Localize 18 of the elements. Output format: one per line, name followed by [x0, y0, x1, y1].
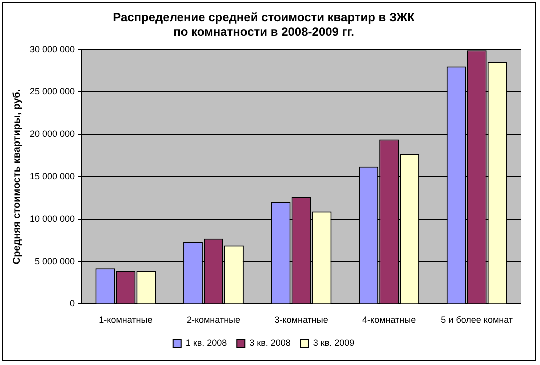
x-tick-label: 1-комнатные: [99, 315, 153, 326]
legend-label: 1 кв. 2008: [186, 338, 228, 348]
legend-label: 3 кв. 2008: [250, 338, 291, 348]
text: по комнатности в 2008-2009 гг.: [174, 24, 354, 39]
text: Распределение средней стоимости квартир в ЗЖК: [113, 10, 415, 25]
legend-label: 3 кв. 2009: [313, 338, 355, 348]
y-axis-title: Средняя стоимость квартиры, руб.: [12, 89, 23, 265]
y-tick-label: 5 000 000: [34, 256, 76, 266]
x-tick-label: 4-комнатные: [362, 315, 416, 326]
x-tick-label: 2-комнатные: [186, 315, 241, 326]
y-tick-label: 10 000 000: [30, 214, 76, 224]
y-tick-label: 30 000 000: [30, 44, 76, 54]
x-tick-label: 3-комнатные: [274, 315, 328, 326]
y-tick-label: 20 000 000: [30, 129, 76, 140]
y-tick-label: 25 000 000: [30, 86, 76, 97]
y-tick-label: 0: [70, 298, 76, 309]
y-tick-label: 15 000 000: [30, 171, 76, 182]
x-tick-label: 5 и более комнат: [441, 315, 514, 326]
